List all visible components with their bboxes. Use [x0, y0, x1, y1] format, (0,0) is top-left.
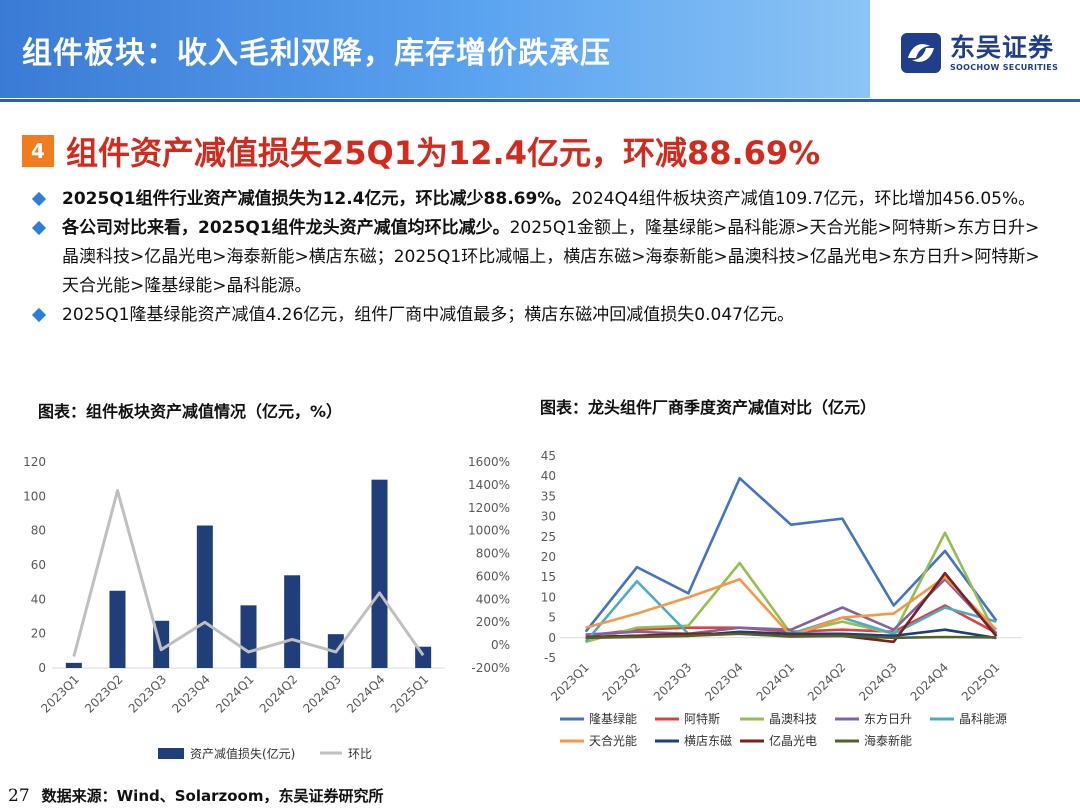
section-headline: 组件资产减值损失25Q1为12.4亿元，环减88.69% [66, 134, 821, 172]
bullet-bold-text: 2025Q1组件行业资产减值损失为12.4亿元，环比减少88.69%。 [62, 189, 572, 209]
bullet-bold-text: 各公司对比来看，2025Q1组件龙头资产减值均环比减少。 [62, 218, 510, 238]
bar [284, 575, 301, 668]
y-left-tick-label: 40 [31, 592, 46, 606]
y-tick-label: 0 [548, 631, 556, 645]
y-left-tick-label: 100 [23, 489, 46, 503]
legend-label: 晶澳科技 [769, 712, 817, 726]
legend-label: 东方日升 [864, 711, 912, 726]
bar [109, 590, 126, 668]
legend-label: 天合光能 [589, 733, 637, 748]
x-tick-label: 2024Q2 [257, 672, 301, 716]
y-right-tick-label: 1200% [468, 501, 510, 515]
qoq-line [72, 489, 425, 657]
x-tick-label: 2024Q1 [754, 660, 798, 704]
x-tick-label: 2023Q4 [169, 672, 213, 716]
header-divider [0, 99, 1080, 102]
y-left-tick-label: 60 [31, 558, 46, 572]
y-tick-label: 35 [541, 489, 556, 503]
y-right-tick-label: 800% [476, 547, 510, 561]
y-right-tick-label: 1000% [468, 524, 510, 538]
y-tick-label: 45 [541, 449, 556, 463]
y-right-tick-label: -200% [471, 661, 510, 675]
bar [415, 646, 432, 668]
x-tick-label: 2023Q1 [38, 672, 82, 716]
y-right-tick-label: 200% [476, 615, 510, 629]
bar [240, 605, 257, 668]
section-number-badge: 4 [22, 135, 54, 167]
y-right-tick-label: 1400% [468, 478, 510, 492]
footer: 27 数据来源：Wind、Solarzoom，东吴证券研究所 [8, 785, 384, 806]
legend-label: 资产减值损失(亿元) [190, 746, 295, 761]
x-tick-label: 2024Q4 [344, 672, 388, 716]
page-number: 27 [8, 786, 30, 806]
x-tick-label: 2023Q3 [126, 672, 170, 716]
legend-label: 环比 [348, 747, 372, 761]
legend-label: 海泰新能 [864, 733, 912, 748]
y-right-tick-label: 0% [491, 638, 510, 652]
bullet-text: 2025Q1隆基绿能资产减值4.26亿元，组件厂商中减值最多；横店东磁冲回减值损… [62, 305, 794, 325]
title-banner: 组件板块：收入毛利双降，库存增价跌承压 [0, 0, 870, 98]
y-right-tick-label: 600% [476, 569, 510, 583]
bullet-item: 2025Q1隆基绿能资产减值4.26亿元，组件厂商中减值最多；横店东磁冲回减值损… [31, 301, 1042, 330]
x-tick-label: 2024Q3 [856, 660, 900, 704]
x-tick-label: 2023Q2 [600, 660, 644, 704]
x-tick-label: 2025Q1 [959, 660, 1003, 704]
bullet-text: 2024Q4组件板块资产减值109.7亿元，环比增加456.05%。 [571, 189, 1036, 209]
x-tick-label: 2024Q4 [908, 660, 952, 704]
x-tick-label: 2023Q4 [702, 660, 746, 704]
bullet-item: 各公司对比来看，2025Q1组件龙头资产减值均环比减少。2025Q1金额上，隆基… [31, 214, 1042, 301]
y-tick-label: 20 [541, 550, 556, 564]
y-left-tick-label: 80 [31, 524, 46, 538]
x-tick-label: 2023Q3 [651, 660, 695, 704]
legend-label: 隆基绿能 [589, 711, 637, 726]
bullet-item: 2025Q1组件行业资产减值损失为12.4亿元，环比减少88.69%。2024Q… [31, 185, 1042, 214]
y-left-tick-label: 0 [38, 661, 46, 675]
x-tick-label: 2024Q1 [213, 672, 257, 716]
y-right-tick-label: 1600% [468, 455, 510, 469]
y-tick-label: 10 [541, 590, 556, 604]
x-tick-label: 2023Q2 [82, 672, 126, 716]
right-chart-title: 图表：龙头组件厂商季度资产减值对比（亿元） [540, 398, 877, 417]
legend-label: 亿晶光电 [769, 733, 817, 748]
logo-english-name: SOOCHOW SECURITIES [950, 63, 1059, 72]
x-tick-label: 2024Q3 [300, 672, 344, 716]
y-tick-label: 30 [541, 510, 556, 524]
y-tick-label: 5 [548, 611, 556, 625]
series-line [585, 632, 997, 640]
x-tick-label: 2023Q1 [548, 660, 592, 704]
x-tick-label: 2024Q2 [805, 660, 849, 704]
bar [65, 662, 82, 668]
diamond-bullet-icon [31, 307, 47, 323]
bar [371, 479, 388, 668]
y-right-tick-label: 400% [476, 592, 510, 606]
legend-label: 横店东磁 [684, 733, 732, 748]
bullet-list: 2025Q1组件行业资产减值损失为12.4亿元，环比减少88.69%。2024Q… [31, 185, 1042, 330]
y-tick-label: 15 [541, 570, 556, 584]
legend-swatch-bar [158, 748, 184, 759]
page-title: 组件板块：收入毛利双降，库存增价跌承压 [22, 36, 611, 71]
legend-label: 晶科能源 [959, 712, 1007, 726]
bar [196, 525, 213, 668]
y-tick-label: -5 [544, 651, 556, 665]
logo-name: 东吴证券 [950, 33, 1055, 62]
data-source: 数据来源：Wind、Solarzoom，东吴证券研究所 [41, 787, 384, 805]
logo-mark-icon [901, 33, 941, 73]
left-chart-title: 图表：组件板块资产减值情况（亿元，%） [38, 402, 343, 421]
diamond-bullet-icon [31, 220, 47, 236]
y-left-tick-label: 120 [23, 455, 46, 469]
diamond-bullet-icon [31, 191, 47, 207]
bullet-text: 2025Q1金额上，隆基绿能>晶科能源>天合光能>阿特斯>东方日升>晶澳科技>亿… [62, 218, 1040, 296]
y-tick-label: 25 [541, 530, 556, 544]
company-logo: 东吴证券 SOOCHOW SECURITIES [900, 30, 1070, 80]
x-tick-label: 2025Q1 [388, 672, 432, 716]
y-tick-label: 40 [541, 469, 556, 483]
legend-label: 阿特斯 [684, 711, 720, 726]
impairment-bar-line-chart: 0 20 40 60 80 100 120 -200% 0% 200% 400% 600% 800% 10… [23, 455, 510, 761]
y-left-tick-label: 20 [31, 627, 46, 641]
